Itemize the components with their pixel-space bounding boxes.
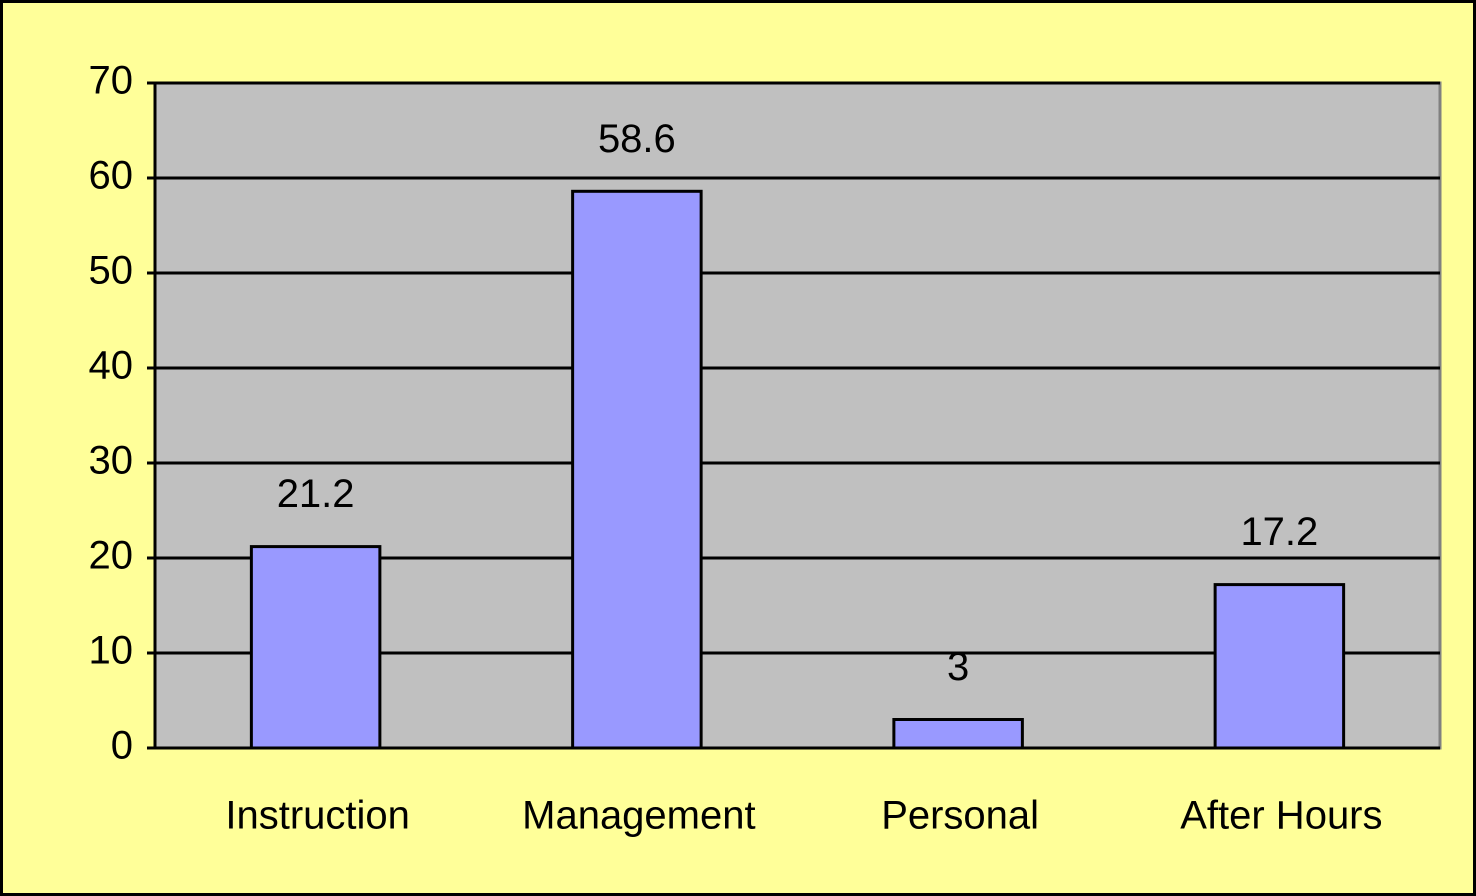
- data-label: 58.6: [598, 117, 676, 161]
- y-tick-label: 20: [89, 534, 134, 578]
- y-tick-label: 70: [89, 59, 134, 103]
- data-label: 17.2: [1240, 510, 1318, 554]
- x-tick-label: Instruction: [225, 794, 410, 838]
- x-tick-label: Management: [522, 794, 755, 838]
- x-tick-label: After Hours: [1180, 794, 1382, 838]
- bar: [249, 545, 382, 750]
- y-tick-label: 10: [89, 629, 134, 673]
- y-tick-label: 30: [89, 439, 134, 483]
- bar: [892, 718, 1024, 750]
- data-label: 3: [947, 645, 969, 689]
- bar: [571, 189, 703, 750]
- y-tick-label: 60: [89, 154, 134, 198]
- x-tick-label: Personal: [881, 794, 1039, 838]
- bar: [1213, 583, 1346, 750]
- data-label: 21.2: [277, 472, 355, 516]
- y-tick-label: 40: [89, 344, 134, 388]
- y-tick-label: 0: [111, 724, 133, 768]
- y-tick-label: 50: [89, 249, 134, 293]
